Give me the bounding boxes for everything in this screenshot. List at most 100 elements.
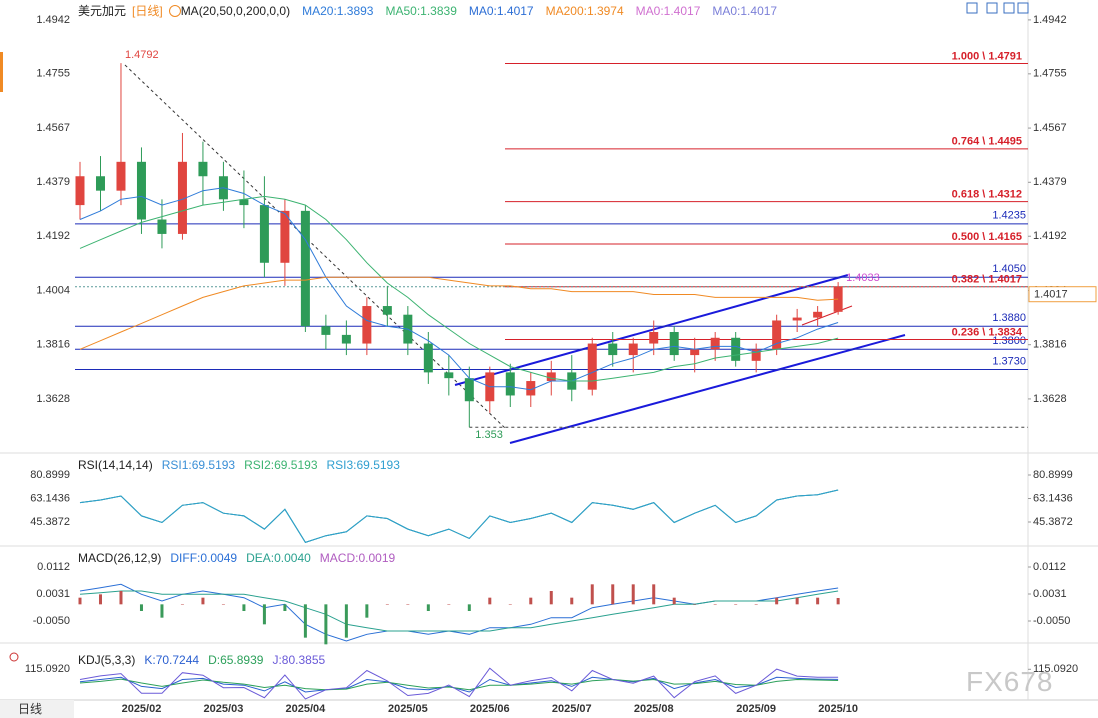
macd-line: [79, 590, 839, 632]
toolbar-icons[interactable]: [966, 2, 1029, 14]
candle-body: [751, 349, 761, 361]
candle-body: [546, 372, 556, 382]
y-tick-label-left: -0.0050: [33, 615, 70, 627]
candle-body: [95, 176, 105, 191]
legend-entry: MA200:1.3974: [545, 3, 624, 18]
watermark: FX678: [966, 666, 1054, 697]
macd-bar: [754, 604, 758, 605]
level-label: 1.3730: [992, 355, 1026, 367]
ma-line: [79, 276, 839, 350]
macd-bar: [283, 604, 287, 611]
y-tick-label-left: 1.4004: [36, 284, 70, 296]
macd-bar: [611, 584, 615, 605]
fib-label: 0.764 \ 1.4495: [952, 136, 1022, 148]
macd-bar: [119, 591, 123, 605]
macd-bar: [488, 597, 492, 605]
macd-bar: [98, 594, 102, 605]
y-tick-label-right: 1.4567: [1033, 122, 1067, 134]
candle-body: [772, 320, 782, 350]
last-price-tag: [1028, 286, 1097, 303]
icon[interactable]: [1017, 2, 1029, 14]
period-button[interactable]: 日线: [0, 700, 74, 718]
y-tick-label-right: 0.0031: [1033, 588, 1067, 600]
indicator-line: [79, 676, 839, 693]
icon[interactable]: [986, 2, 998, 14]
settings-icon[interactable]: [9, 652, 19, 662]
fib-label: 1.000 \ 1.4791: [952, 50, 1022, 62]
x-tick-label: 2025/06: [470, 703, 510, 715]
candle-body: [362, 306, 372, 344]
macd-bar: [672, 597, 676, 605]
y-tick-label-left: 1.3628: [36, 393, 70, 405]
y-tick-label-right: 115.0920: [1033, 663, 1078, 675]
macd-bar: [426, 604, 430, 611]
y-tick-label-left: 1.4192: [36, 230, 70, 242]
candle-body: [587, 343, 597, 390]
last-high-label: 1.4033: [846, 272, 880, 284]
legend-entry: MA50:1.3839: [385, 3, 457, 18]
indicator-line: [79, 489, 839, 543]
level-label: 1.3880: [992, 312, 1026, 324]
macd-bar: [385, 604, 389, 605]
macd-bar: [652, 584, 656, 605]
fib-label: 0.382 \ 1.4017: [952, 274, 1022, 286]
macd-bar: [160, 604, 164, 618]
candle-body: [280, 210, 290, 263]
trough-label: 1.353: [475, 429, 503, 441]
x-tick-label: 2025/02: [122, 703, 162, 715]
candle-body: [608, 343, 618, 356]
y-tick-label-left: 1.3816: [36, 339, 70, 351]
y-tick-label-right: 1.3816: [1033, 339, 1067, 351]
candle-body: [259, 205, 269, 263]
candle-body: [321, 326, 331, 335]
y-tick-label-right: 63.1436: [1033, 492, 1073, 504]
legend-entry: DIFF:0.0049: [170, 551, 238, 565]
y-tick-label-left: 45.3872: [30, 516, 70, 528]
candle-body: [382, 306, 392, 315]
y-tick-label-left: 0.0112: [37, 561, 70, 573]
y-tick-label-left: 80.8999: [30, 469, 70, 481]
candle-body: [690, 349, 700, 356]
macd-bar: [713, 604, 717, 605]
x-tick-label: 2025/04: [286, 703, 327, 715]
x-tick-label: 2025/08: [634, 703, 674, 715]
panel-legend: RSI(14,14,14) RSI1:69.5193 RSI2:69.5193 RSI…: [78, 458, 400, 472]
panel-legend: 美元加元 [日线] MA(20,50,0,200,0,0) MA20:1.3893 MA…: [78, 2, 777, 19]
macd-bar: [549, 591, 553, 605]
macd-bar: [447, 604, 451, 605]
period-tag: [日线]: [132, 4, 163, 18]
candle-body: [813, 311, 823, 318]
icon[interactable]: [966, 2, 978, 14]
trend-line: [801, 305, 853, 326]
macd-bar: [201, 597, 205, 605]
candle-body: [136, 161, 146, 220]
macd-bar: [795, 597, 799, 605]
legend-entry: MACD:0.0019: [319, 551, 396, 565]
ma-line: [79, 195, 839, 382]
ma-line: [79, 187, 839, 391]
level-label: 1.4235: [992, 210, 1026, 222]
icon[interactable]: [1003, 2, 1015, 14]
legend-entry: MA20:1.3893: [302, 3, 374, 18]
y-tick-label-left: 63.1436: [30, 492, 70, 504]
fib-label: 0.618 \ 1.4312: [952, 189, 1022, 201]
macd-bar: [467, 604, 471, 611]
candle-body: [792, 317, 802, 321]
fib-label: 0.500 \ 1.4165: [952, 231, 1022, 243]
macd-bar: [529, 597, 533, 605]
x-tick-label: 2025/07: [552, 703, 592, 715]
candle-body: [464, 378, 474, 402]
macd-bar: [262, 604, 266, 625]
macd-bar: [734, 604, 738, 605]
panel-legend: KDJ(5,3,3) K:70.7244 D:65.8939 J:80.3855: [78, 653, 325, 667]
y-tick-label-right: 1.4192: [1033, 230, 1067, 242]
peak-label: 1.4792: [125, 49, 159, 61]
candle-body: [444, 372, 454, 379]
y-tick-label-left: 115.0920: [25, 663, 70, 675]
legend-entry: J:80.3855: [272, 653, 326, 667]
collapse-icon[interactable]: [168, 4, 181, 17]
channel-lower: [509, 334, 906, 444]
legend-entry: K:70.7244: [144, 653, 200, 667]
macd-bar: [775, 597, 779, 605]
